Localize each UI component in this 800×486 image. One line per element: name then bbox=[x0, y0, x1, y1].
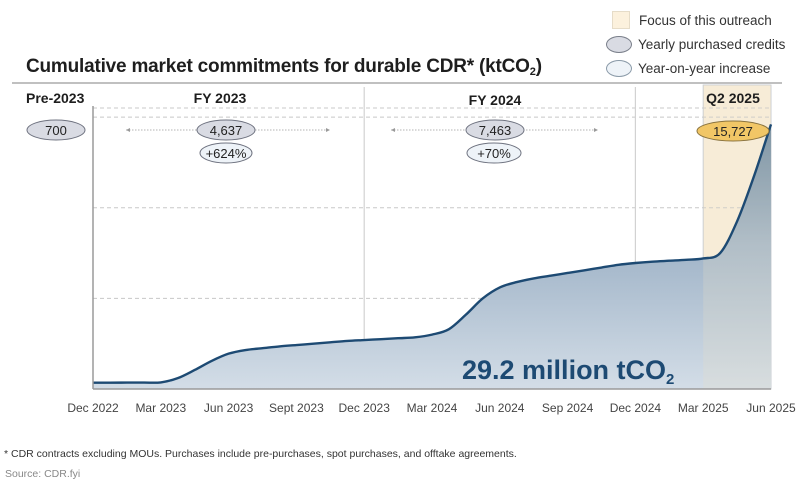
legend-swatch-yearly bbox=[606, 35, 632, 53]
period-label-q2-2025: Q2 2025 bbox=[706, 90, 760, 106]
legend-swatch-yoy bbox=[606, 59, 632, 77]
total-label-subscript: 2 bbox=[666, 371, 674, 388]
total-label-text: 29.2 million tCO bbox=[462, 355, 666, 385]
badge-yearly-fy2024 bbox=[465, 119, 525, 141]
chart-legend: Focus of this outreach Yearly purchased … bbox=[606, 8, 785, 80]
badge-yearly-fy2024-value: 7,463 bbox=[479, 123, 512, 138]
arrow-heads bbox=[126, 128, 598, 132]
badge-yearly-pre-2023 bbox=[26, 119, 86, 141]
x-tick-label: Mar 2023 bbox=[135, 401, 186, 415]
legend-swatch-focus bbox=[612, 11, 630, 29]
badge-yearly-pre-2023-value: 700 bbox=[45, 123, 67, 138]
x-tick-label: Mar 2024 bbox=[407, 401, 458, 415]
x-tick-labels: Dec 2022 Mar 2023 Jun 2023 Sept 2023 Dec 202… bbox=[67, 401, 796, 415]
arrow-head-right-icon bbox=[326, 128, 330, 132]
footnote: * CDR contracts excluding MOUs. Purchase… bbox=[4, 448, 517, 460]
x-tick-label: Jun 2025 bbox=[746, 401, 796, 415]
period-label-fy2024: FY 2024 bbox=[469, 92, 522, 108]
x-tick-label: Sep 2024 bbox=[542, 401, 594, 415]
badge-yearly-q2-2025 bbox=[696, 120, 770, 142]
badge-yearly-fy2023 bbox=[196, 119, 256, 141]
legend-label: Yearly purchased credits bbox=[638, 36, 786, 52]
chart-title-close: ) bbox=[535, 56, 542, 77]
x-tick-label: Dec 2024 bbox=[610, 401, 662, 415]
chart-title-subscript: 2 bbox=[529, 66, 536, 78]
badge-yearly-fy2023-value: 4,637 bbox=[210, 123, 243, 138]
series-line bbox=[92, 123, 773, 384]
x-tick-label: Mar 2025 bbox=[678, 401, 729, 415]
source-note: Source: CDR.fyi bbox=[5, 468, 81, 480]
chart-title: Cumulative market commitments for durabl… bbox=[26, 56, 542, 78]
legend-item-yearly: Yearly purchased credits bbox=[606, 32, 785, 56]
chart-title-text: Cumulative market commitments for durabl… bbox=[26, 56, 530, 77]
x-tick-label: Dec 2022 bbox=[67, 401, 119, 415]
badge-yoy-fy2023 bbox=[199, 142, 253, 164]
legend-item-yoy: Year-on-year increase bbox=[606, 56, 785, 80]
x-tick-label: Jun 2024 bbox=[475, 401, 525, 415]
x-tick-label: Sept 2023 bbox=[269, 401, 324, 415]
legend-label: Focus of this outreach bbox=[639, 12, 772, 28]
area-fill bbox=[93, 124, 771, 389]
badge-yoy-fy2024 bbox=[466, 142, 522, 164]
legend-label: Year-on-year increase bbox=[638, 60, 771, 76]
period-label-pre-2023: Pre-2023 bbox=[26, 90, 85, 106]
badge-yoy-fy2023-value: +624% bbox=[206, 146, 247, 161]
badge-yearly-q2-2025-value: 15,727 bbox=[713, 124, 753, 139]
arrow-head-right-icon bbox=[594, 128, 598, 132]
x-tick-label: Dec 2023 bbox=[339, 401, 391, 415]
arrow-head-left-icon bbox=[391, 128, 395, 132]
arrow-head-left-icon bbox=[126, 128, 130, 132]
x-tick-label: Jun 2023 bbox=[204, 401, 254, 415]
period-label-fy2023: FY 2023 bbox=[194, 90, 247, 106]
total-label: 29.2 million tCO2 bbox=[462, 355, 674, 388]
legend-item-focus: Focus of this outreach bbox=[606, 8, 785, 32]
chart-svg: Dec 2022 Mar 2023 Jun 2023 Sept 2023 Dec 202… bbox=[12, 82, 796, 415]
badge-yoy-fy2024-value: +70% bbox=[477, 146, 511, 161]
